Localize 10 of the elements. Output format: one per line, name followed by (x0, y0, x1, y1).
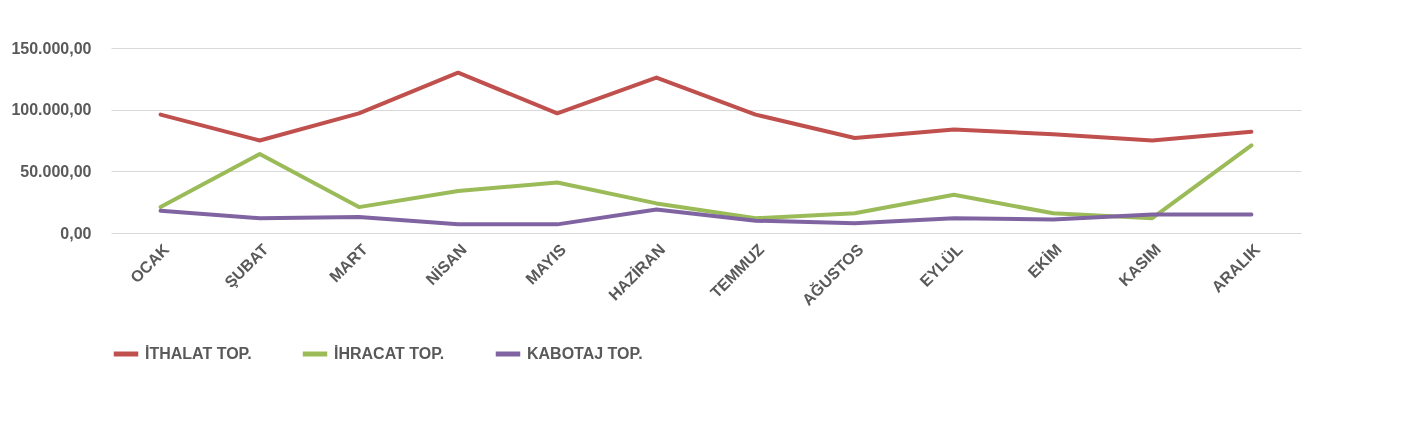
line-series (158, 143, 1254, 221)
legend-label: İTHALAT TOP. (145, 345, 252, 362)
y-tick-label: 50.000,00 (20, 162, 92, 180)
legend-label: İHRACAT TOP. (334, 345, 445, 362)
line-series (158, 70, 1254, 143)
y-tick-label: 100.000,00 (11, 101, 92, 119)
y-tick-label: 150.000,00 (11, 39, 92, 57)
y-tick-label: 0,00 (60, 224, 92, 242)
line-series (158, 207, 1254, 227)
legend-label: KABOTAJ TOP. (527, 345, 643, 362)
